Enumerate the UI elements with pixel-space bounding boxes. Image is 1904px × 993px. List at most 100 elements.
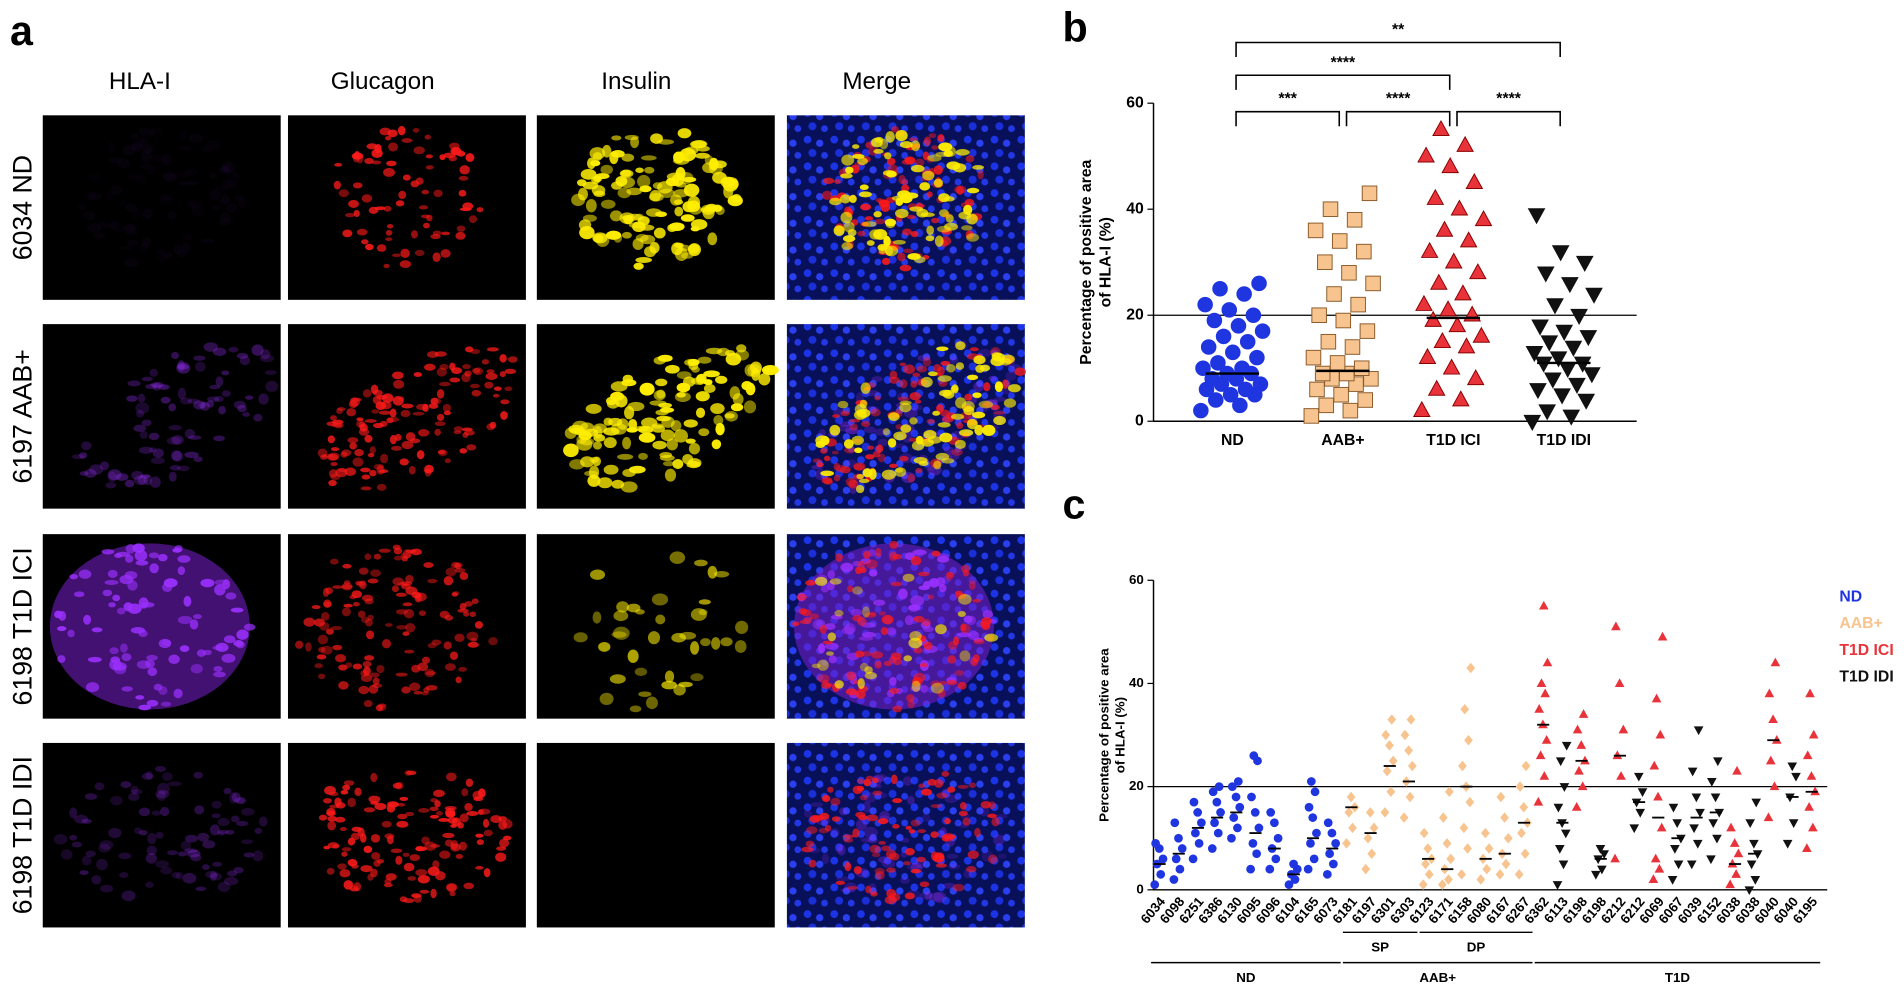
data-point bbox=[1251, 275, 1267, 292]
stain bbox=[368, 795, 381, 803]
stain bbox=[933, 891, 947, 904]
stain bbox=[474, 621, 483, 629]
stain bbox=[821, 853, 830, 865]
stain bbox=[53, 834, 68, 845]
stain bbox=[105, 190, 114, 201]
stain bbox=[840, 410, 850, 417]
stain bbox=[927, 154, 942, 162]
stain bbox=[69, 573, 79, 580]
stain bbox=[892, 239, 906, 245]
data-point bbox=[1423, 843, 1433, 854]
stain bbox=[360, 467, 371, 473]
x-tick-label: T1D ICI bbox=[1426, 432, 1480, 449]
stain bbox=[227, 870, 238, 877]
stain bbox=[430, 397, 439, 405]
stain bbox=[146, 654, 158, 661]
stain bbox=[741, 380, 753, 391]
stain bbox=[449, 362, 456, 371]
stain bbox=[859, 184, 869, 191]
stain bbox=[345, 662, 353, 668]
stain bbox=[957, 784, 969, 789]
stain bbox=[845, 427, 860, 435]
stain bbox=[127, 603, 142, 614]
stain bbox=[54, 610, 63, 619]
data-point bbox=[1533, 796, 1544, 806]
stain bbox=[987, 813, 997, 819]
stain bbox=[919, 892, 933, 900]
stain bbox=[859, 566, 867, 574]
stain bbox=[856, 408, 871, 418]
stain bbox=[372, 389, 383, 397]
stain bbox=[363, 845, 373, 854]
stain bbox=[376, 483, 387, 491]
data-point bbox=[1482, 863, 1492, 875]
stain bbox=[311, 605, 321, 610]
stain bbox=[933, 178, 943, 188]
stain bbox=[439, 363, 449, 370]
significance-bracket bbox=[1235, 74, 1451, 90]
stain bbox=[409, 854, 421, 862]
stain bbox=[409, 682, 421, 692]
stain bbox=[334, 162, 343, 167]
stain bbox=[327, 453, 338, 461]
stain bbox=[912, 404, 923, 411]
micrograph bbox=[536, 324, 779, 509]
stain bbox=[860, 382, 871, 394]
data-point bbox=[1731, 869, 1741, 878]
y-axis-label: Percentage of positive area bbox=[1078, 159, 1095, 364]
stain bbox=[944, 817, 951, 825]
stain bbox=[900, 837, 910, 843]
stain bbox=[964, 393, 973, 401]
stain bbox=[801, 846, 814, 853]
stain bbox=[640, 155, 657, 161]
data-point bbox=[1419, 827, 1429, 839]
stain bbox=[870, 891, 878, 897]
stain bbox=[358, 685, 370, 695]
micrograph-bg bbox=[536, 742, 775, 928]
stain bbox=[352, 153, 360, 163]
stain bbox=[735, 620, 749, 635]
stain bbox=[892, 823, 900, 829]
stain bbox=[373, 553, 382, 560]
stain bbox=[81, 818, 92, 824]
stain bbox=[145, 383, 158, 390]
stain bbox=[88, 223, 101, 233]
data-point bbox=[1534, 356, 1553, 373]
data-point bbox=[1442, 358, 1461, 375]
stain bbox=[612, 626, 630, 640]
stain bbox=[381, 820, 392, 828]
stain bbox=[265, 380, 279, 392]
data-point bbox=[1404, 745, 1414, 756]
significance-label: **** bbox=[1386, 91, 1411, 108]
stain bbox=[926, 225, 935, 236]
stain bbox=[439, 381, 451, 387]
stain bbox=[569, 459, 585, 470]
stain bbox=[372, 422, 384, 429]
stain bbox=[819, 624, 827, 634]
stain bbox=[713, 415, 724, 426]
stain bbox=[715, 422, 725, 436]
data-point bbox=[1788, 819, 1799, 828]
stain bbox=[914, 158, 925, 167]
stain bbox=[961, 400, 975, 413]
data-point bbox=[1237, 381, 1254, 398]
stain bbox=[112, 662, 127, 671]
stain bbox=[676, 382, 691, 393]
stain bbox=[230, 607, 244, 613]
stain bbox=[243, 623, 256, 631]
stain bbox=[864, 612, 877, 618]
stain bbox=[401, 555, 408, 562]
data-point bbox=[1177, 844, 1187, 853]
stain bbox=[880, 202, 891, 213]
stain bbox=[920, 438, 934, 447]
stain bbox=[203, 145, 213, 153]
row-label: 6197 AAB+ bbox=[8, 349, 38, 483]
data-point bbox=[1577, 393, 1596, 410]
stain bbox=[901, 179, 909, 186]
stain bbox=[863, 826, 878, 839]
stain bbox=[194, 361, 206, 372]
stain bbox=[672, 459, 684, 469]
stain bbox=[155, 789, 170, 799]
stain bbox=[229, 792, 237, 804]
stain bbox=[336, 407, 346, 411]
